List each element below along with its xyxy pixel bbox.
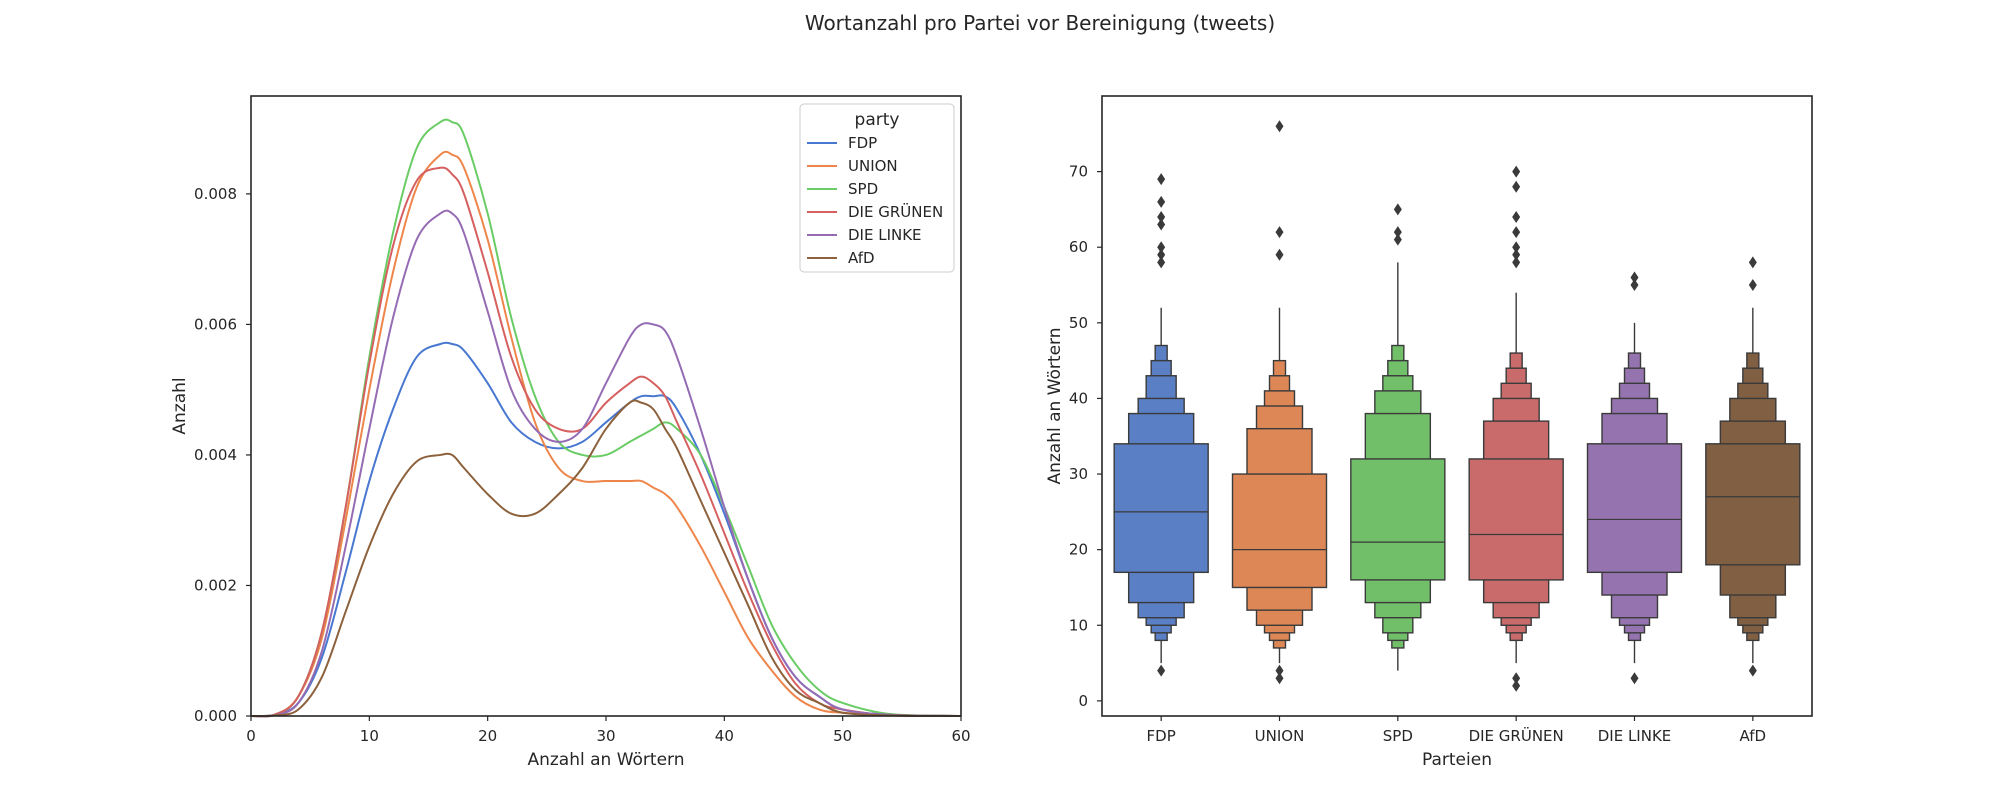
kde-x-tick-label: 40 <box>715 727 734 745</box>
kde-line-fdp <box>250 341 962 718</box>
boxen-outlier <box>1512 210 1521 223</box>
boxen-y-tick-label: 10 <box>1069 616 1088 634</box>
legend-label-die-gruenen: DIE GRÜNEN <box>848 202 943 221</box>
kde-y-tick-label: 0.006 <box>194 315 237 333</box>
kde-line-afd <box>250 399 962 718</box>
boxen-box-level-1 <box>1231 473 1328 589</box>
kde-x-tick-label: 10 <box>360 727 379 745</box>
boxen-box-level-1 <box>1113 443 1209 574</box>
kde-x-ticks: 0 10 20 30 40 50 60 <box>246 716 971 745</box>
kde-line-die-gruenen <box>250 166 962 718</box>
boxen-outlier <box>1748 256 1757 269</box>
boxen-union <box>1231 120 1328 685</box>
boxen-x-axis-label: Parteien <box>1422 750 1492 770</box>
boxen-outlier <box>1512 248 1521 261</box>
legend-title: party <box>855 110 900 130</box>
boxen-x-tick-label: SPD <box>1383 727 1413 745</box>
boxen-y-tick-label: 30 <box>1069 465 1088 483</box>
boxen-outlier <box>1630 271 1639 284</box>
boxen-die-linke <box>1586 271 1683 685</box>
boxen-x-tick-label: FDP <box>1147 727 1176 745</box>
boxen-outlier <box>1275 226 1284 239</box>
kde-x-tick-label: 50 <box>833 727 852 745</box>
boxen-die-gruenen <box>1468 165 1564 692</box>
boxen-axes-frame <box>1101 95 1813 717</box>
boxen-outlier <box>1630 279 1639 292</box>
boxen-outlier <box>1393 203 1402 216</box>
kde-legend: party FDP UNION SPD DIE GRÜNEN DIE LINKE AfD <box>799 103 955 273</box>
boxen-y-tick-label: 50 <box>1069 314 1088 332</box>
boxen-spd <box>1350 203 1446 671</box>
boxen-outlier <box>1157 210 1166 223</box>
boxen-outlier <box>1157 241 1166 254</box>
kde-x-tick-label: 30 <box>596 727 615 745</box>
legend-label-die-linke: DIE LINKE <box>848 226 922 244</box>
boxen-outlier <box>1393 233 1402 246</box>
figure-title: Wortanzahl pro Partei vor Bereinigung (t… <box>805 11 1275 35</box>
kde-x-axis-label: Anzahl an Wörtern <box>527 750 684 770</box>
boxen-outlier <box>1512 672 1521 685</box>
boxen-y-tick-label: 40 <box>1069 389 1088 407</box>
kde-y-axis-label: Anzahl <box>170 377 190 434</box>
boxen-y-tick-label: 70 <box>1069 163 1088 181</box>
boxen-outlier <box>1512 256 1521 269</box>
legend-label-afd: AfD <box>848 249 875 267</box>
legend-frame <box>799 103 955 273</box>
kde-line-union <box>250 150 962 718</box>
kde-x-tick-label: 0 <box>246 727 256 745</box>
boxen-outlier <box>1393 226 1402 239</box>
boxen-marks <box>1113 120 1801 692</box>
boxen-y-ticks: 0 10 20 30 40 50 60 70 <box>1069 163 1102 710</box>
boxen-outlier <box>1275 672 1284 685</box>
boxen-x-tick-label: DIE GRÜNEN <box>1469 726 1564 745</box>
boxen-outlier <box>1157 664 1166 677</box>
boxen-outlier <box>1630 672 1639 685</box>
kde-line-die-linke <box>250 209 962 718</box>
boxen-plot: FDP UNION SPD DIE GRÜNEN DIE LINKE AfD 0 10 20 3… <box>1045 95 1813 770</box>
boxen-outlier <box>1157 218 1166 231</box>
boxen-outlier <box>1748 279 1757 292</box>
boxen-y-tick-label: 60 <box>1069 238 1088 256</box>
boxen-x-ticks: FDP UNION SPD DIE GRÜNEN DIE LINKE AfD <box>1147 716 1767 745</box>
boxen-box-level-1 <box>1350 458 1446 581</box>
boxen-fdp <box>1113 173 1209 677</box>
boxen-outlier <box>1512 226 1521 239</box>
kde-y-tick-label: 0.000 <box>194 707 237 725</box>
boxen-outlier <box>1157 195 1166 208</box>
legend-label-spd: SPD <box>848 180 878 198</box>
boxen-outlier <box>1157 173 1166 186</box>
boxen-outlier <box>1275 120 1284 133</box>
kde-plot: 0 10 20 30 40 50 60 0.0000.0020.0040.0060.008 … <box>170 95 971 770</box>
legend-label-fdp: FDP <box>848 134 877 152</box>
boxen-afd <box>1705 256 1801 677</box>
boxen-outlier <box>1512 165 1521 178</box>
boxen-outlier <box>1512 679 1521 692</box>
legend-label-union: UNION <box>848 157 898 175</box>
boxen-outlier <box>1275 248 1284 261</box>
boxen-outlier <box>1748 664 1757 677</box>
legend-entries: FDP UNION SPD DIE GRÜNEN DIE LINKE AfD <box>807 134 943 267</box>
boxen-box-level-1 <box>1586 443 1683 574</box>
boxen-x-tick-label: UNION <box>1255 727 1305 745</box>
boxen-outlier <box>1512 241 1521 254</box>
kde-x-tick-label: 60 <box>951 727 970 745</box>
kde-y-ticks: 0.000 0.002 0.004 0.006 0.008 <box>194 185 251 725</box>
boxen-y-axis-label: Anzahl an Wörtern <box>1045 327 1065 484</box>
boxen-outlier <box>1275 664 1284 677</box>
boxen-outlier <box>1512 180 1521 193</box>
kde-lines <box>250 118 962 718</box>
kde-y-tick-label: 0.002 <box>194 576 237 594</box>
kde-y-tick-label: 0.004 <box>194 446 237 464</box>
boxen-y-tick-label: 0 <box>1078 692 1088 710</box>
boxen-box-level-1 <box>1705 443 1801 566</box>
kde-y-tick-label: 0.008 <box>194 185 237 203</box>
boxen-y-tick-label: 20 <box>1069 541 1088 559</box>
boxen-x-tick-label: DIE LINKE <box>1598 727 1672 745</box>
kde-x-tick-label: 20 <box>478 727 497 745</box>
boxen-box-level-1 <box>1468 458 1564 581</box>
boxen-outlier <box>1157 256 1166 269</box>
boxen-outlier <box>1157 248 1166 261</box>
boxen-x-tick-label: AfD <box>1740 727 1767 745</box>
